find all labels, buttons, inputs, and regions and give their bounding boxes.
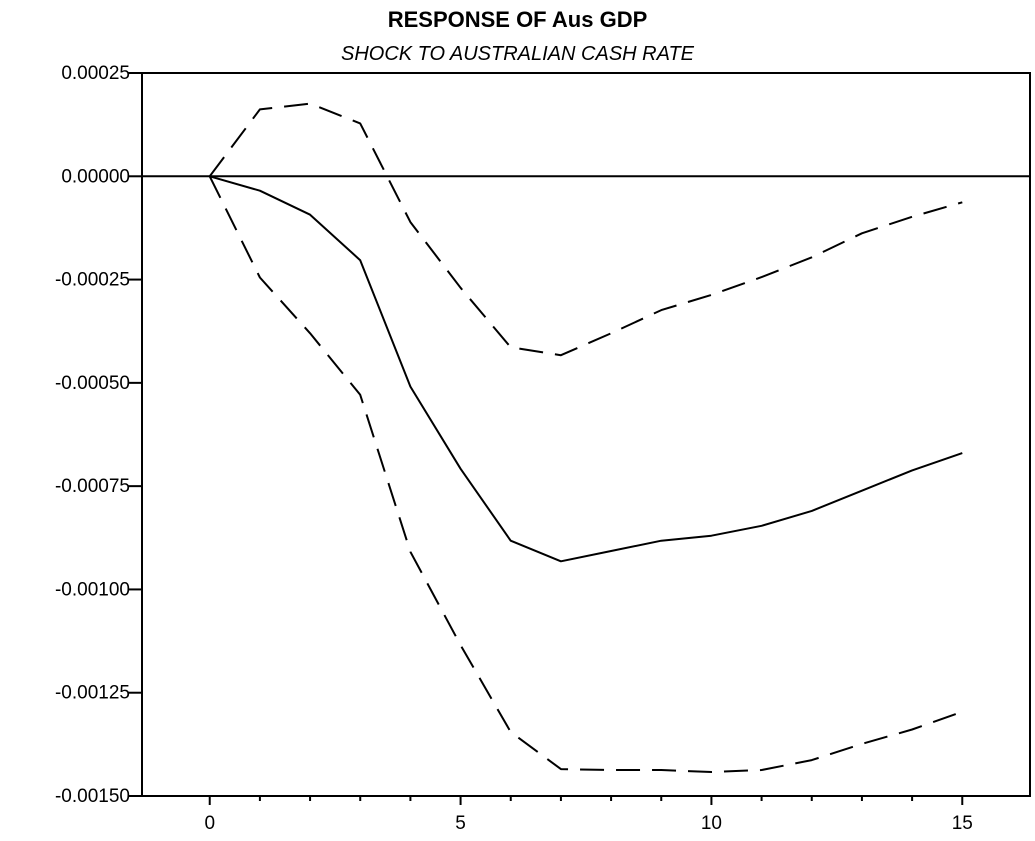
chart-subtitle: SHOCK TO AUSTRALIAN CASH RATE (340, 43, 695, 65)
y-tick-label: 0.00025 (61, 63, 130, 84)
y-tick-label: -0.00150 (55, 786, 130, 807)
y-axis-ticks: 0.00025 0.00000 -0.00025 -0.00050 -0.00075 -0… (55, 63, 142, 807)
confidence-band-line-2 (208, 175, 963, 773)
axes (141, 72, 1031, 797)
series-lines (208, 102, 963, 773)
confidence-band-line-1 (208, 102, 963, 357)
response-line (209, 175, 963, 563)
x-tick-label: 0 (204, 813, 215, 834)
x-tick-label: 10 (701, 813, 722, 834)
x-tick-label: 15 (952, 813, 973, 834)
x-axis-ticks: 0 5 10 15 (204, 796, 973, 834)
y-tick-label: -0.00025 (55, 270, 130, 291)
plot-frame (141, 72, 1031, 797)
y-tick-label: -0.00125 (55, 683, 130, 704)
y-tick-label: 0.00000 (61, 166, 130, 187)
y-tick-label: -0.00100 (55, 579, 130, 600)
y-tick-label: -0.00075 (55, 476, 130, 497)
x-tick-label: 5 (455, 813, 466, 834)
chart-title: RESPONSE OF Aus GDP (387, 7, 648, 32)
y-tick-label: -0.00050 (55, 373, 130, 394)
